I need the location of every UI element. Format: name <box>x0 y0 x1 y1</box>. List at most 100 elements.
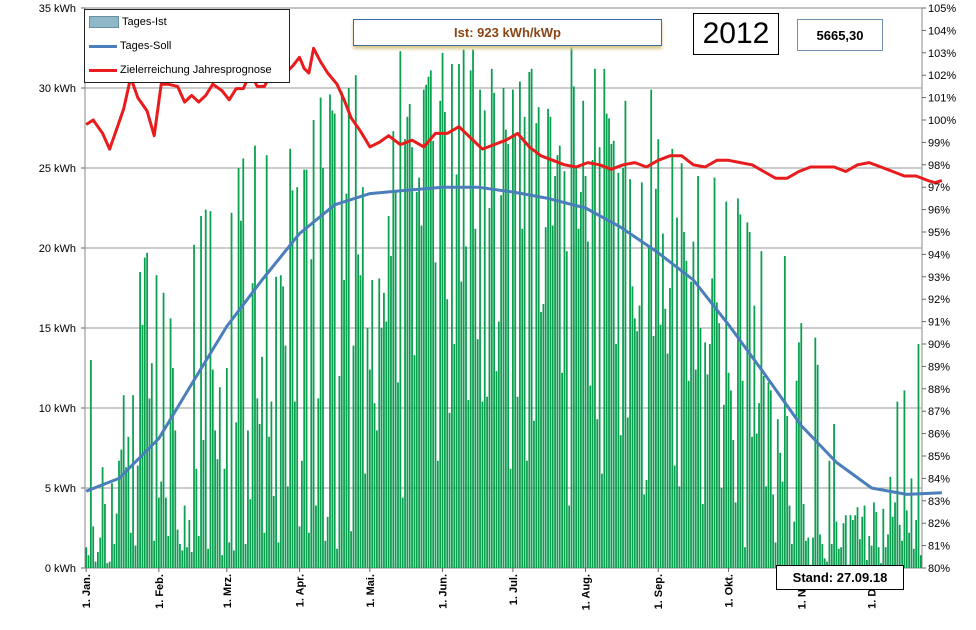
bar-tages-ist <box>662 233 664 568</box>
bar-tages-ist <box>915 520 918 568</box>
bar-tages-ist <box>767 382 770 568</box>
bar-tages-ist <box>697 176 699 568</box>
bar-tages-ist <box>758 403 760 568</box>
bar-tages-ist <box>685 260 688 568</box>
bar-tages-ist <box>247 430 249 568</box>
legend-entry-tages-ist: Tages-Ist <box>89 14 167 30</box>
bar-tages-ist <box>465 246 467 568</box>
legend-swatch-soll <box>89 44 117 48</box>
bar-tages-ist <box>183 505 186 568</box>
bar-tages-ist <box>432 140 435 569</box>
total-kwh-box: 5665,30 <box>797 19 883 51</box>
bar-tages-ist <box>293 401 296 568</box>
bar-tages-ist <box>125 467 127 568</box>
bar-tages-ist <box>610 144 613 568</box>
bar-tages-ist <box>528 72 531 568</box>
bar-tages-ist <box>706 374 709 568</box>
bar-tages-ist <box>765 486 767 568</box>
bar-tages-ist <box>223 468 226 568</box>
bar-tages-ist <box>230 212 233 569</box>
bar-tages-ist <box>209 211 212 568</box>
bar-tages-ist <box>94 561 97 568</box>
y-right-tick-label: 84% <box>928 473 950 485</box>
bar-tages-ist <box>333 113 336 568</box>
y-right-tick-label: 94% <box>928 249 950 261</box>
y-left-tick-label: 25 kWh <box>39 163 76 175</box>
bar-tages-ist <box>448 412 451 568</box>
y-right-tick-label: 101% <box>928 93 956 105</box>
bar-tages-ist <box>835 521 838 568</box>
bar-tages-ist <box>490 68 493 569</box>
y-right-tick-label: 89% <box>928 361 950 373</box>
bar-tages-ist <box>519 81 521 568</box>
bar-tages-ist <box>772 494 775 568</box>
bar-tages-ist <box>118 460 120 568</box>
bar-tages-ist <box>875 512 878 568</box>
bar-tages-ist <box>617 172 620 569</box>
bar-tages-ist <box>493 92 496 569</box>
bar-tages-ist <box>894 502 896 568</box>
bar-tages-ist <box>551 225 554 568</box>
bar-tages-ist <box>120 449 123 568</box>
bar-tages-ist <box>85 547 88 568</box>
bar-tages-ist <box>413 355 416 568</box>
bar-tages-ist <box>727 372 730 568</box>
x-tick-label-month: 1. Jan. <box>81 574 93 608</box>
bar-tages-ist <box>814 337 817 568</box>
bar-tages-ist <box>631 286 634 568</box>
bar-tages-ist <box>453 344 456 568</box>
bar-tages-ist <box>547 108 549 569</box>
bar-tages-ist <box>788 505 791 568</box>
bar-tages-ist <box>87 555 90 568</box>
bar-tages-ist <box>612 140 615 569</box>
bar-tages-ist <box>343 280 345 568</box>
bar-tages-ist <box>626 417 629 568</box>
x-tick-label-month: 1. Feb. <box>154 574 166 609</box>
bar-tages-ist <box>439 100 442 569</box>
y-right-tick-label: 86% <box>928 429 950 441</box>
y-right-tick-label: 81% <box>928 541 950 553</box>
bar-tages-ist <box>591 160 594 568</box>
bar-tages-ist <box>383 292 385 568</box>
bar-tages-ist <box>800 323 803 568</box>
bar-tages-ist <box>530 68 533 569</box>
bar-tages-ist <box>805 540 807 568</box>
bar-tages-ist <box>368 369 371 568</box>
bar-tages-ist <box>596 419 599 568</box>
bar-tages-ist <box>160 481 163 568</box>
bar-tages-ist <box>917 344 920 568</box>
bar-tages-ist <box>636 331 639 568</box>
bar-tages-ist <box>469 70 472 569</box>
bar-tages-ist <box>666 353 669 568</box>
bar-tages-ist <box>111 483 113 568</box>
y-right-tick-label: 93% <box>928 272 950 284</box>
bar-tages-ist <box>364 473 367 568</box>
y-left-tick-label: 30 kWh <box>39 83 76 95</box>
bar-tages-ist <box>415 192 418 568</box>
line-zielerreichung <box>85 46 943 185</box>
bar-tages-ist <box>429 70 432 569</box>
y-right-tick-label: 80% <box>928 563 950 575</box>
bar-tages-ist <box>458 64 460 568</box>
bar-tages-ist <box>821 544 824 568</box>
bar-tages-ist <box>659 324 662 568</box>
bar-tages-ist <box>397 382 399 568</box>
bar-tages-ist <box>699 328 702 568</box>
bar-tages-ist <box>734 502 737 568</box>
bar-tages-ist <box>622 168 624 568</box>
y-right-tick-label: 100% <box>928 115 956 127</box>
bar-tages-ist <box>331 110 334 569</box>
x-tick-label-month: 1. Aug. <box>581 574 593 610</box>
legend-label: Tages-Ist <box>122 16 167 28</box>
bar-tages-ist <box>856 507 859 568</box>
legend-swatch-ziel <box>89 68 117 72</box>
bar-tages-ist <box>615 344 617 568</box>
bar-tages-ist <box>521 228 524 569</box>
bar-tages-ist <box>629 179 631 568</box>
bar-tages-ist <box>451 64 453 568</box>
bar-tages-ist <box>235 422 238 568</box>
y-right-tick-label: 95% <box>928 227 950 239</box>
bar-tages-ist <box>751 436 753 568</box>
y-right-tick-label: 105% <box>928 3 956 15</box>
x-tick-label-month: 1. Mrz. <box>222 574 234 608</box>
